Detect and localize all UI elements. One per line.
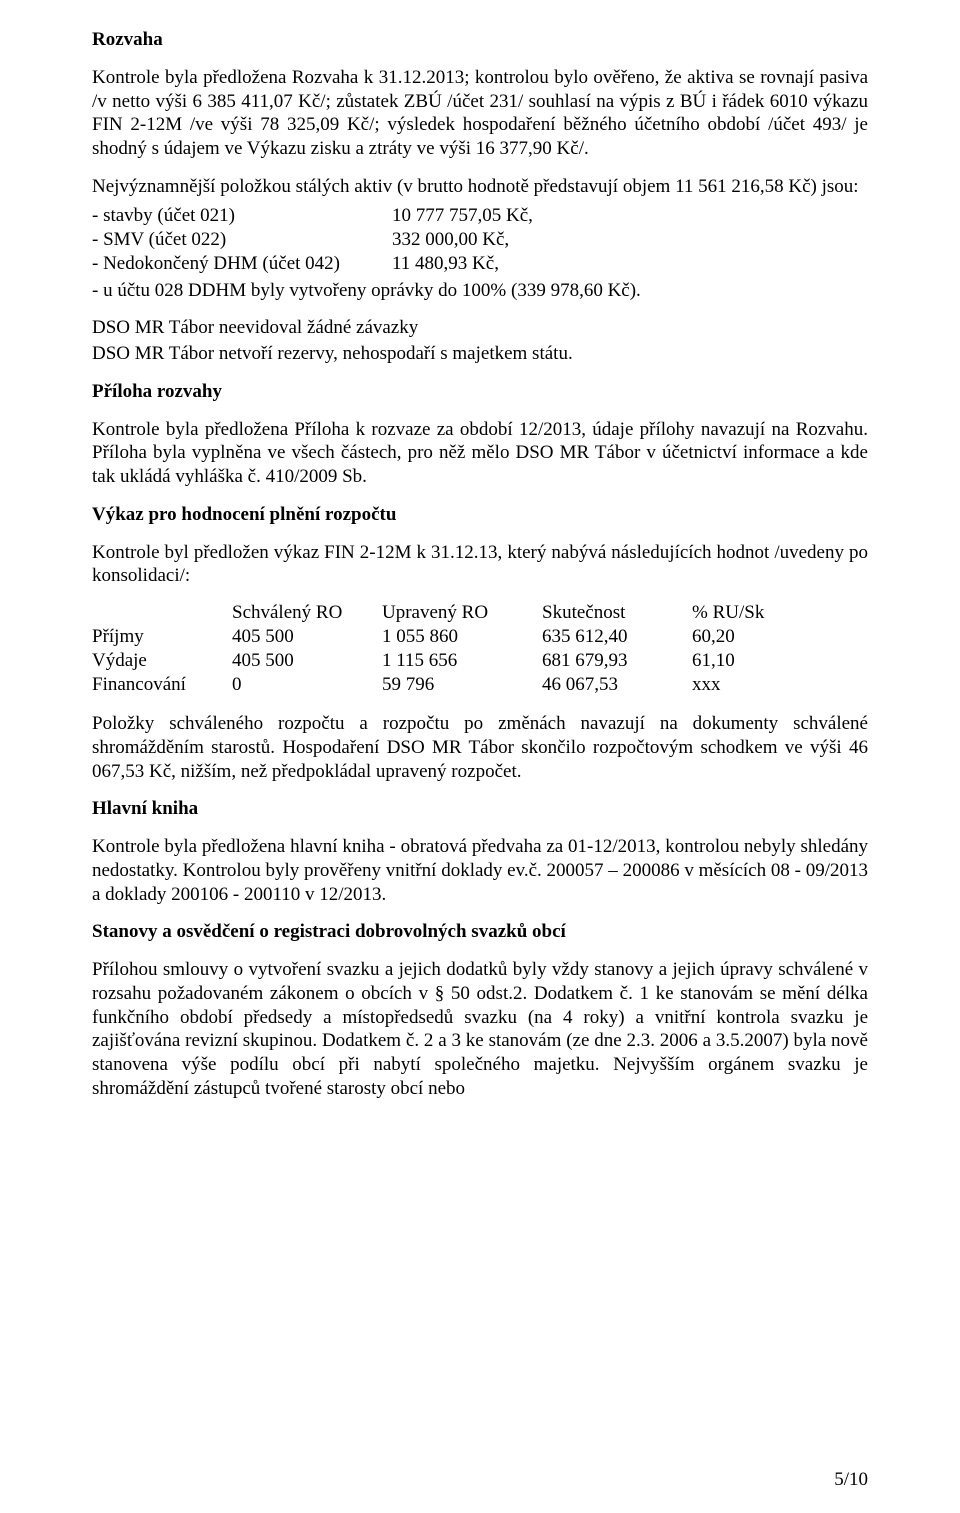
asset-row-stavby: - stavby (účet 021) 10 777 757,05 Kč, [92, 205, 543, 229]
heading-priloha: Příloha rozvahy [92, 380, 868, 404]
heading-stanovy: Stanovy a osvědčení o registraci dobrovo… [92, 920, 868, 944]
col-pct: % RU/Sk [692, 602, 774, 626]
row-label-prijmy: Příjmy [92, 626, 232, 650]
row-label-financovani: Financování [92, 674, 232, 698]
paragraph-rozvaha-intro: Kontrole byla předložena Rozvaha k 31.12… [92, 66, 868, 161]
budget-table: Schválený RO Upravený RO Skutečnost % RU… [92, 602, 774, 698]
cell: 1 115 656 [382, 650, 542, 674]
asset-label: - Nedokončený DHM (účet 042) [92, 253, 392, 277]
table-row: Financování 0 59 796 46 067,53 xxx [92, 674, 774, 698]
asset-row-ddhm: - u účtu 028 DDHM byly vytvořeny oprávky… [92, 279, 868, 303]
table-header-row: Schválený RO Upravený RO Skutečnost % RU… [92, 602, 774, 626]
cell: xxx [692, 674, 774, 698]
col-schvaleny: Schválený RO [232, 602, 382, 626]
heading-vykaz: Výkaz pro hodnocení plnění rozpočtu [92, 503, 868, 527]
paragraph-polozky: Položky schváleného rozpočtu a rozpočtu … [92, 712, 868, 783]
heading-rozvaha: Rozvaha [92, 28, 868, 52]
cell: 405 500 [232, 650, 382, 674]
paragraph-hlavni-kniha: Kontrole byla předložena hlavní kniha - … [92, 835, 868, 906]
asset-value: 11 480,93 Kč, [392, 253, 543, 277]
table-row: Příjmy 405 500 1 055 860 635 612,40 60,2… [92, 626, 774, 650]
cell: 635 612,40 [542, 626, 692, 650]
asset-value: 332 000,00 Kč, [392, 229, 543, 253]
paragraph-aktiva-intro: Nejvýznamnější položkou stálých aktiv (v… [92, 175, 868, 199]
asset-label: - SMV (účet 022) [92, 229, 392, 253]
cell: 46 067,53 [542, 674, 692, 698]
asset-value: 10 777 757,05 Kč, [392, 205, 543, 229]
col-skutecnost: Skutečnost [542, 602, 692, 626]
page: Rozvaha Kontrole byla předložena Rozvaha… [0, 0, 960, 1513]
heading-hlavni-kniha: Hlavní kniha [92, 797, 868, 821]
cell: 61,10 [692, 650, 774, 674]
col-upraveny: Upravený RO [382, 602, 542, 626]
page-number: 5/10 [834, 1469, 868, 1491]
asset-row-smv: - SMV (účet 022) 332 000,00 Kč, [92, 229, 543, 253]
paragraph-rezervy: DSO MR Tábor netvoří rezervy, nehospodař… [92, 342, 868, 366]
row-label-vydaje: Výdaje [92, 650, 232, 674]
cell: 681 679,93 [542, 650, 692, 674]
cell: 1 055 860 [382, 626, 542, 650]
asset-label: - stavby (účet 021) [92, 205, 392, 229]
paragraph-fin212m: Kontrole byl předložen výkaz FIN 2-12M k… [92, 541, 868, 589]
cell: 405 500 [232, 626, 382, 650]
table-row: Výdaje 405 500 1 115 656 681 679,93 61,1… [92, 650, 774, 674]
cell: 0 [232, 674, 382, 698]
cell: 60,20 [692, 626, 774, 650]
paragraph-priloha: Kontrole byla předložena Příloha k rozva… [92, 418, 868, 489]
paragraph-stanovy: Přílohou smlouvy o vytvoření svazku a je… [92, 958, 868, 1101]
cell: 59 796 [382, 674, 542, 698]
assets-list: - stavby (účet 021) 10 777 757,05 Kč, - … [92, 205, 543, 277]
paragraph-zavazky: DSO MR Tábor neevidoval žádné závazky [92, 316, 868, 340]
asset-row-dhm: - Nedokončený DHM (účet 042) 11 480,93 K… [92, 253, 543, 277]
